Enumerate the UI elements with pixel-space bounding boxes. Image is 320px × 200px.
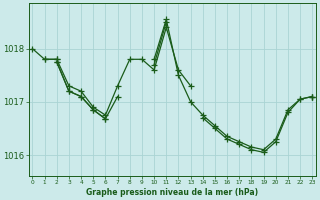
X-axis label: Graphe pression niveau de la mer (hPa): Graphe pression niveau de la mer (hPa)	[86, 188, 259, 197]
